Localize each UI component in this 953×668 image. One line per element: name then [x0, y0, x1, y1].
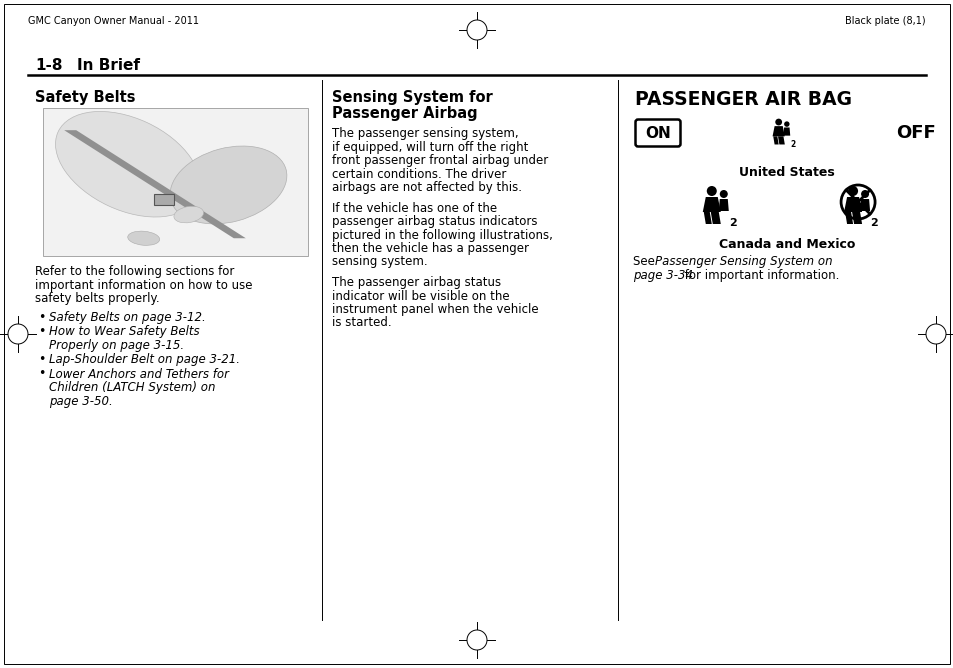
Text: passenger airbag status indicators: passenger airbag status indicators — [332, 215, 537, 228]
Text: See: See — [633, 255, 658, 268]
Circle shape — [706, 186, 716, 196]
Text: Safety Belts: Safety Belts — [35, 90, 135, 105]
Text: Refer to the following sections for: Refer to the following sections for — [35, 265, 234, 278]
PathPatch shape — [64, 130, 246, 238]
Text: Sensing System for: Sensing System for — [332, 90, 493, 105]
FancyBboxPatch shape — [635, 120, 679, 146]
Circle shape — [925, 324, 945, 344]
Circle shape — [775, 119, 781, 126]
Text: front passenger frontal airbag under: front passenger frontal airbag under — [332, 154, 548, 167]
Circle shape — [861, 190, 868, 198]
Text: The passenger sensing system,: The passenger sensing system, — [332, 127, 518, 140]
Circle shape — [783, 122, 789, 127]
Polygon shape — [702, 197, 720, 212]
Text: Lap-Shoulder Belt on page 3-21.: Lap-Shoulder Belt on page 3-21. — [49, 353, 240, 366]
Text: Lower Anchors and Tethers for: Lower Anchors and Tethers for — [49, 367, 229, 381]
Ellipse shape — [170, 146, 287, 224]
Text: indicator will be visible on the: indicator will be visible on the — [332, 289, 509, 303]
Text: United States: United States — [739, 166, 834, 179]
Text: instrument panel when the vehicle: instrument panel when the vehicle — [332, 303, 538, 316]
Text: In Brief: In Brief — [77, 58, 140, 73]
Text: ON: ON — [644, 126, 670, 140]
Text: is started.: is started. — [332, 317, 392, 329]
Text: •: • — [38, 367, 46, 381]
Text: Safety Belts on page 3-12.: Safety Belts on page 3-12. — [49, 311, 206, 323]
Circle shape — [8, 324, 28, 344]
Circle shape — [467, 20, 486, 40]
Text: OFF: OFF — [895, 124, 935, 142]
Polygon shape — [844, 212, 852, 224]
Text: Black plate (8,1): Black plate (8,1) — [844, 16, 925, 26]
Text: If the vehicle has one of the: If the vehicle has one of the — [332, 202, 497, 214]
Bar — [43, 108, 308, 256]
Text: 2: 2 — [869, 218, 877, 228]
Text: •: • — [38, 311, 46, 323]
Polygon shape — [860, 199, 869, 211]
Ellipse shape — [173, 206, 203, 223]
Text: Canada and Mexico: Canada and Mexico — [718, 238, 854, 251]
Text: The passenger airbag status: The passenger airbag status — [332, 276, 500, 289]
Text: 2: 2 — [728, 218, 736, 228]
Text: 1-8: 1-8 — [35, 58, 63, 73]
Polygon shape — [773, 136, 778, 144]
Polygon shape — [703, 212, 711, 224]
Text: important information on how to use: important information on how to use — [35, 279, 253, 291]
Text: •: • — [38, 353, 46, 366]
Text: GMC Canyon Owner Manual - 2011: GMC Canyon Owner Manual - 2011 — [28, 16, 199, 26]
Polygon shape — [778, 136, 784, 144]
Circle shape — [467, 630, 486, 650]
Text: How to Wear Safety Belts: How to Wear Safety Belts — [49, 325, 199, 338]
Polygon shape — [772, 126, 784, 136]
Text: if equipped, will turn off the right: if equipped, will turn off the right — [332, 140, 528, 154]
Text: Properly on page 3-15.: Properly on page 3-15. — [49, 339, 184, 351]
Circle shape — [719, 190, 727, 198]
Text: airbags are not affected by this.: airbags are not affected by this. — [332, 181, 521, 194]
Text: certain conditions. The driver: certain conditions. The driver — [332, 168, 506, 180]
Text: Passenger Sensing System on: Passenger Sensing System on — [655, 255, 832, 268]
Text: Passenger Airbag: Passenger Airbag — [332, 106, 477, 121]
Polygon shape — [782, 128, 789, 136]
Polygon shape — [843, 197, 862, 212]
Bar — [154, 194, 174, 205]
Text: 2: 2 — [789, 140, 795, 150]
Text: for important information.: for important information. — [680, 269, 839, 282]
Text: page 3-34: page 3-34 — [633, 269, 692, 282]
Text: sensing system.: sensing system. — [332, 255, 427, 269]
Text: pictured in the following illustrations,: pictured in the following illustrations, — [332, 228, 553, 242]
Polygon shape — [851, 212, 862, 224]
Text: Children (LATCH System) on: Children (LATCH System) on — [49, 381, 215, 394]
Circle shape — [847, 186, 857, 196]
Ellipse shape — [128, 231, 159, 245]
Polygon shape — [718, 199, 728, 211]
Text: page 3-50.: page 3-50. — [49, 395, 112, 407]
Text: then the vehicle has a passenger: then the vehicle has a passenger — [332, 242, 529, 255]
Text: PASSENGER AIR BAG: PASSENGER AIR BAG — [635, 90, 851, 109]
Ellipse shape — [55, 112, 200, 217]
Polygon shape — [710, 212, 720, 224]
Text: •: • — [38, 325, 46, 338]
Text: safety belts properly.: safety belts properly. — [35, 292, 159, 305]
